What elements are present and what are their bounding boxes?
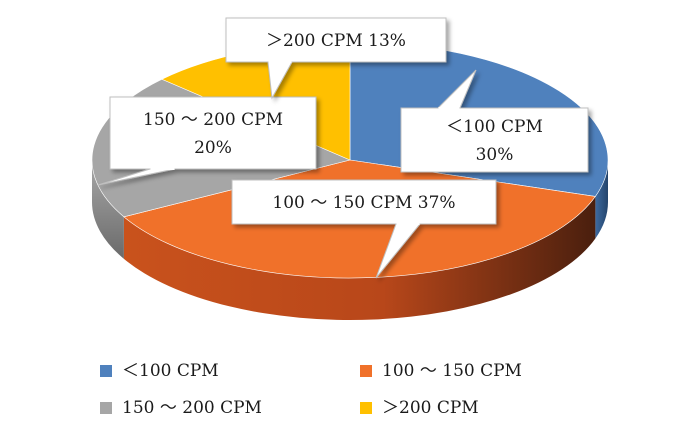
pie-slice-side-2: [92, 160, 124, 259]
legend-label: ＞200 CPM: [382, 398, 479, 418]
callout-label: 20%: [194, 138, 232, 158]
legend-item-0: ＜100 CPM: [100, 361, 219, 381]
callout-label: 150 ～ 200 CPM: [143, 110, 283, 130]
callout-2: 150 ～ 200 CPM 20%: [97, 96, 317, 186]
pie-slice-side-1: [123, 196, 596, 320]
legend-swatch: [360, 365, 372, 377]
callout-box: [109, 96, 317, 170]
callout-box: [225, 17, 447, 63]
callout-0: ＜100 CPM 30%: [400, 69, 589, 173]
callout-box: [400, 107, 589, 173]
callout-label: ＜100 CPM: [446, 117, 543, 137]
callout-label: ＞200 CPM 13%: [266, 31, 406, 51]
legend-label: 100 ～ 150 CPM: [382, 361, 522, 381]
legend-label: ＜100 CPM: [122, 361, 219, 381]
legend-swatch: [100, 402, 112, 414]
legend-item-3: ＞200 CPM: [360, 398, 479, 418]
legend-item-1: 100 ～ 150 CPM: [360, 361, 522, 381]
pie-slice-side-0: [595, 160, 608, 239]
callout-label: 100 ～ 150 CPM 37%: [272, 193, 455, 213]
callout-1: 100 ～ 150 CPM 37%: [231, 179, 497, 279]
legend-label: 150 ～ 200 CPM: [122, 398, 262, 418]
callout-3: ＞200 CPM 13%: [225, 17, 447, 100]
legend-item-2: 150 ～ 200 CPM: [100, 398, 262, 418]
callout-label: 30%: [476, 145, 514, 165]
legend-swatch: [100, 365, 112, 377]
legend-swatch: [360, 402, 372, 414]
callout-box: [231, 179, 497, 225]
